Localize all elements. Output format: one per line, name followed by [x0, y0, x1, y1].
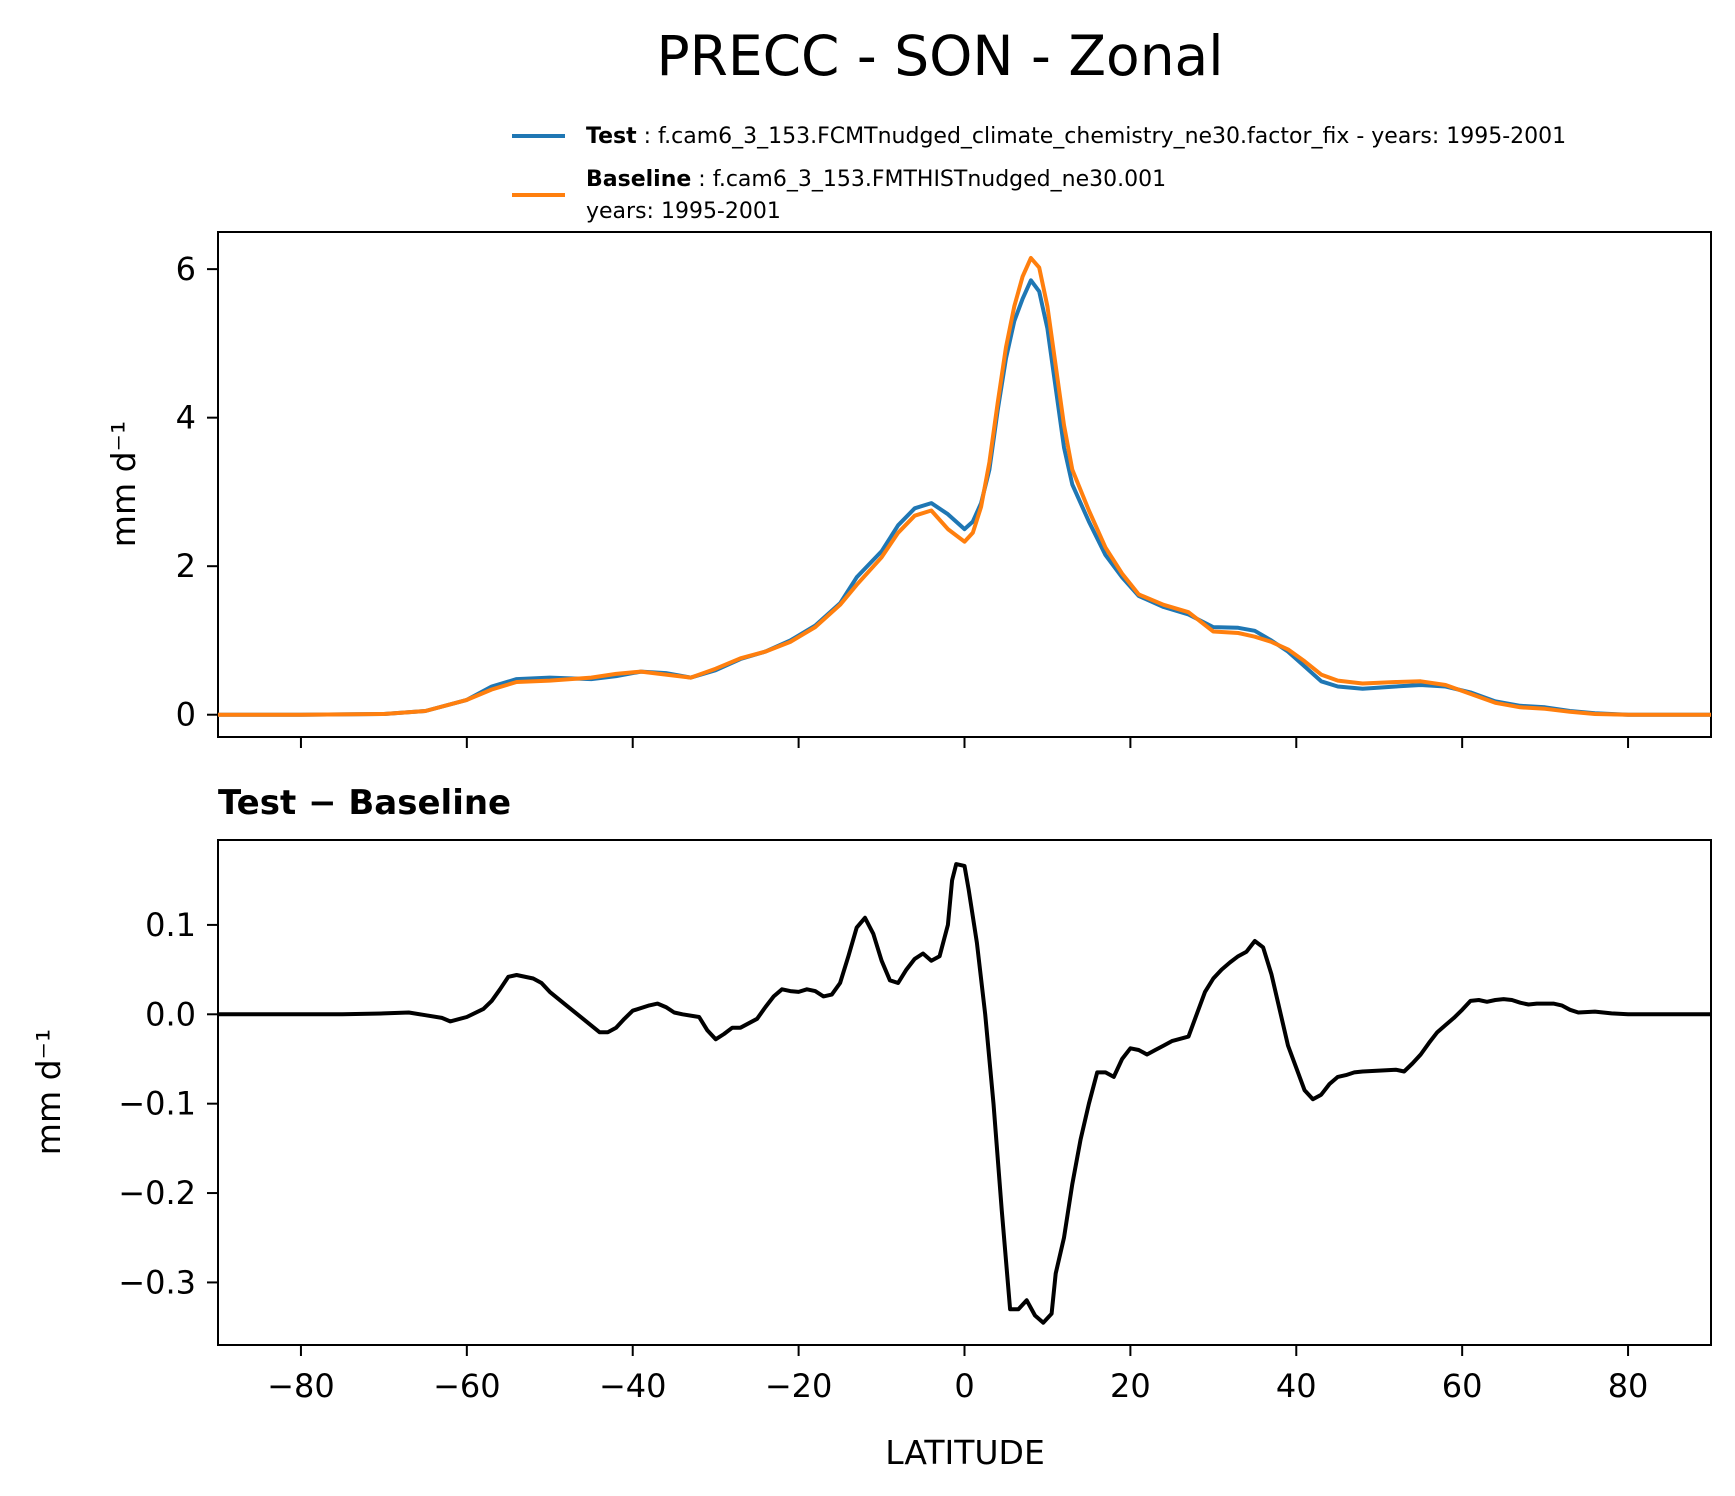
legend-baseline-bold: Baseline [586, 167, 691, 192]
x-tick-label: 0 [954, 1367, 974, 1405]
legend-test-label: Test : f.cam6_3_153.FCMTnudged_climate_c… [586, 124, 1566, 149]
top-series-line-test [218, 278, 1711, 717]
top-x-ticks [299, 737, 1630, 748]
top-y-tick-label: 2 [176, 547, 196, 585]
chart-title: PRECC - SON - Zonal [656, 24, 1223, 88]
top-plot-frame [217, 231, 1712, 738]
top-y-axis-label: mm d⁻¹ [104, 421, 143, 547]
bottom-y-tick-label: −0.2 [118, 1174, 196, 1212]
bottom-x-ticks: −80 −60 −40 −20 0 20 40 60 80 [267, 1345, 1648, 1405]
x-tick-label: −80 [267, 1367, 335, 1405]
top-y-ticks: 0 2 4 6 [176, 250, 218, 734]
bottom-y-tick-label: −0.3 [118, 1263, 196, 1301]
bottom-y-tick-label: 0.0 [145, 995, 196, 1033]
top-panel: 0 2 4 6 mm d⁻¹ [104, 231, 1712, 748]
bottom-plot-frame [217, 839, 1712, 1346]
top-y-tick-label: 0 [176, 696, 196, 734]
bottom-series-group [218, 862, 1711, 1325]
x-tick-label: 20 [1110, 1367, 1151, 1405]
x-tick-label: 80 [1608, 1367, 1649, 1405]
legend-test-text: : f.cam6_3_153.FCMTnudged_climate_chemis… [644, 124, 1567, 149]
x-tick-label: −60 [433, 1367, 501, 1405]
bottom-y-axis-label: mm d⁻¹ [29, 1029, 68, 1155]
top-series-line-baseline [218, 256, 1711, 717]
bottom-series-line-test-baseline [218, 862, 1711, 1325]
x-tick-label: −40 [599, 1367, 667, 1405]
legend-baseline-text: : f.cam6_3_153.FMTHISTnudged_ne30.001 [698, 167, 1166, 192]
x-tick-label: 60 [1442, 1367, 1483, 1405]
bottom-y-tick-label: 0.1 [145, 906, 196, 944]
top-series-group [218, 256, 1711, 717]
x-axis-label: LATITUDE [885, 1433, 1045, 1472]
x-tick-label: 40 [1276, 1367, 1317, 1405]
top-y-tick-label: 6 [176, 250, 196, 288]
bottom-panel-title: Test − Baseline [218, 783, 511, 823]
legend: Test : f.cam6_3_153.FCMTnudged_climate_c… [512, 124, 1566, 224]
legend-baseline-years: years: 1995-2001 [586, 199, 781, 224]
legend-baseline-label: Baseline : f.cam6_3_153.FMTHISTnudged_ne… [586, 167, 1166, 192]
bottom-panel: Test − Baseline −80 −60 −40 −20 0 20 40 60 80 0.… [29, 783, 1712, 1472]
x-tick-label: −20 [765, 1367, 833, 1405]
legend-test-bold: Test [586, 124, 637, 149]
bottom-y-tick-label: −0.1 [118, 1085, 196, 1123]
bottom-y-ticks: 0.1 0.0 −0.1 −0.2 −0.3 [118, 906, 218, 1301]
top-y-tick-label: 4 [176, 399, 196, 437]
